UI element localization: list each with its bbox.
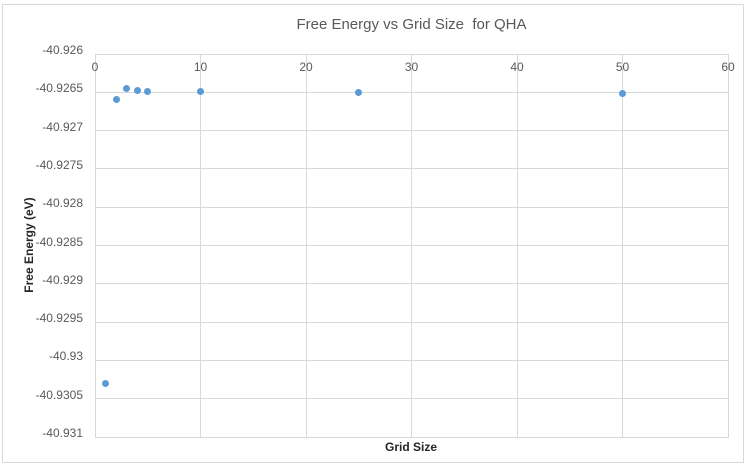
x-gridline <box>94 54 96 437</box>
x-tick-label: 10 <box>193 60 208 74</box>
y-axis-title: Free Energy (eV) <box>22 197 36 293</box>
y-gridline <box>95 168 729 170</box>
y-gridline <box>95 398 729 400</box>
y-tick-label: -40.93 <box>48 349 83 364</box>
y-tick-label: -40.927 <box>42 119 83 134</box>
data-point <box>112 96 120 104</box>
x-gridline <box>411 54 412 437</box>
x-tick-label: 50 <box>615 60 630 74</box>
x-gridline <box>200 54 201 437</box>
x-gridline <box>622 54 623 437</box>
y-gridline <box>95 130 729 132</box>
x-gridline <box>727 54 729 437</box>
x-tick-label: 0 <box>91 60 99 74</box>
data-point <box>619 89 626 97</box>
x-tick-label: 60 <box>721 60 735 74</box>
data-point <box>102 379 110 387</box>
x-gridline <box>305 54 307 437</box>
y-gridline <box>95 283 729 285</box>
data-point <box>355 88 363 96</box>
y-tick-label: -40.929 <box>42 272 83 287</box>
y-gridline <box>95 359 729 361</box>
y-gridline <box>95 206 729 208</box>
data-point <box>144 88 152 96</box>
y-gridline <box>95 91 729 93</box>
y-gridline <box>95 321 729 323</box>
data-point <box>133 86 141 94</box>
y-gridline <box>95 245 729 246</box>
plot-area: 0 10 20 30 40 50 60 <box>92 53 735 438</box>
x-tick-label: 20 <box>299 60 313 74</box>
x-gridline <box>516 54 518 437</box>
y-tick-label: -40.9295 <box>35 311 83 326</box>
y-gridline <box>95 53 729 55</box>
y-tick-label: -40.928 <box>42 196 83 211</box>
y-tick-label: -40.9285 <box>35 234 83 249</box>
y-gridline <box>95 436 729 438</box>
y-tick-label: -40.926 <box>42 43 83 57</box>
x-tick-label: 30 <box>404 60 419 74</box>
chart-title: Free Energy vs Grid Size for QHA <box>296 16 527 33</box>
y-tick-label: -40.9275 <box>35 157 83 172</box>
data-point <box>123 84 131 92</box>
y-tick-label: -40.9265 <box>35 81 83 96</box>
x-tick-label: 40 <box>510 60 524 74</box>
data-point <box>197 88 204 96</box>
y-tick-label: -40.9305 <box>35 387 83 402</box>
chart-frame: Free Energy vs Grid Size for QHA 0 10 20 30… <box>2 4 744 463</box>
y-tick-label: -40.931 <box>42 426 83 440</box>
x-axis-title: Grid Size <box>384 440 437 454</box>
